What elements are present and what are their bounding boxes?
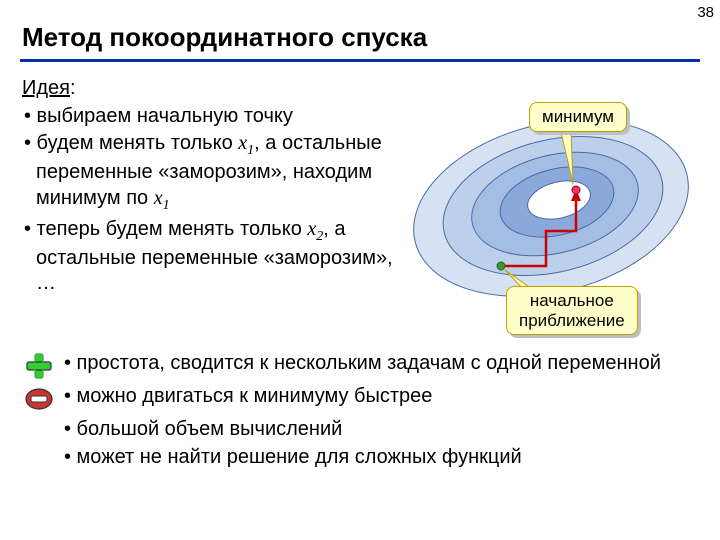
idea-text-block: Идея: • выбираем начальную точку • будем… [22, 76, 397, 336]
title-underline [20, 59, 700, 62]
con-1: • можно двигаться к минимуму быстрее [62, 383, 432, 409]
con-3: • может не найти решение для сложных фун… [62, 444, 522, 470]
page-number: 38 [697, 4, 714, 21]
minus-icon [24, 384, 54, 414]
bullet-1: • выбираем начальную точку [22, 104, 397, 130]
start-callout: начальноеприближение [506, 286, 638, 335]
plus-icon [24, 351, 54, 381]
con-2: • большой объем вычислений [62, 416, 342, 442]
pro-1: • простота, сводится к нескольким задача… [62, 350, 661, 376]
bullet-3: • теперь будем менять только x2, а остал… [22, 217, 397, 297]
minimum-callout: минимум [529, 102, 627, 132]
bullet-2: • будем менять только x1, а остальные пе… [22, 131, 397, 214]
slide-title: Метод покоординатного спуска [0, 0, 720, 59]
idea-label: Идея [22, 77, 70, 99]
coordinate-descent-diagram: минимум начальноеприближение [401, 76, 701, 336]
pros-cons-block: • простота, сводится к нескольким задача… [0, 336, 720, 470]
